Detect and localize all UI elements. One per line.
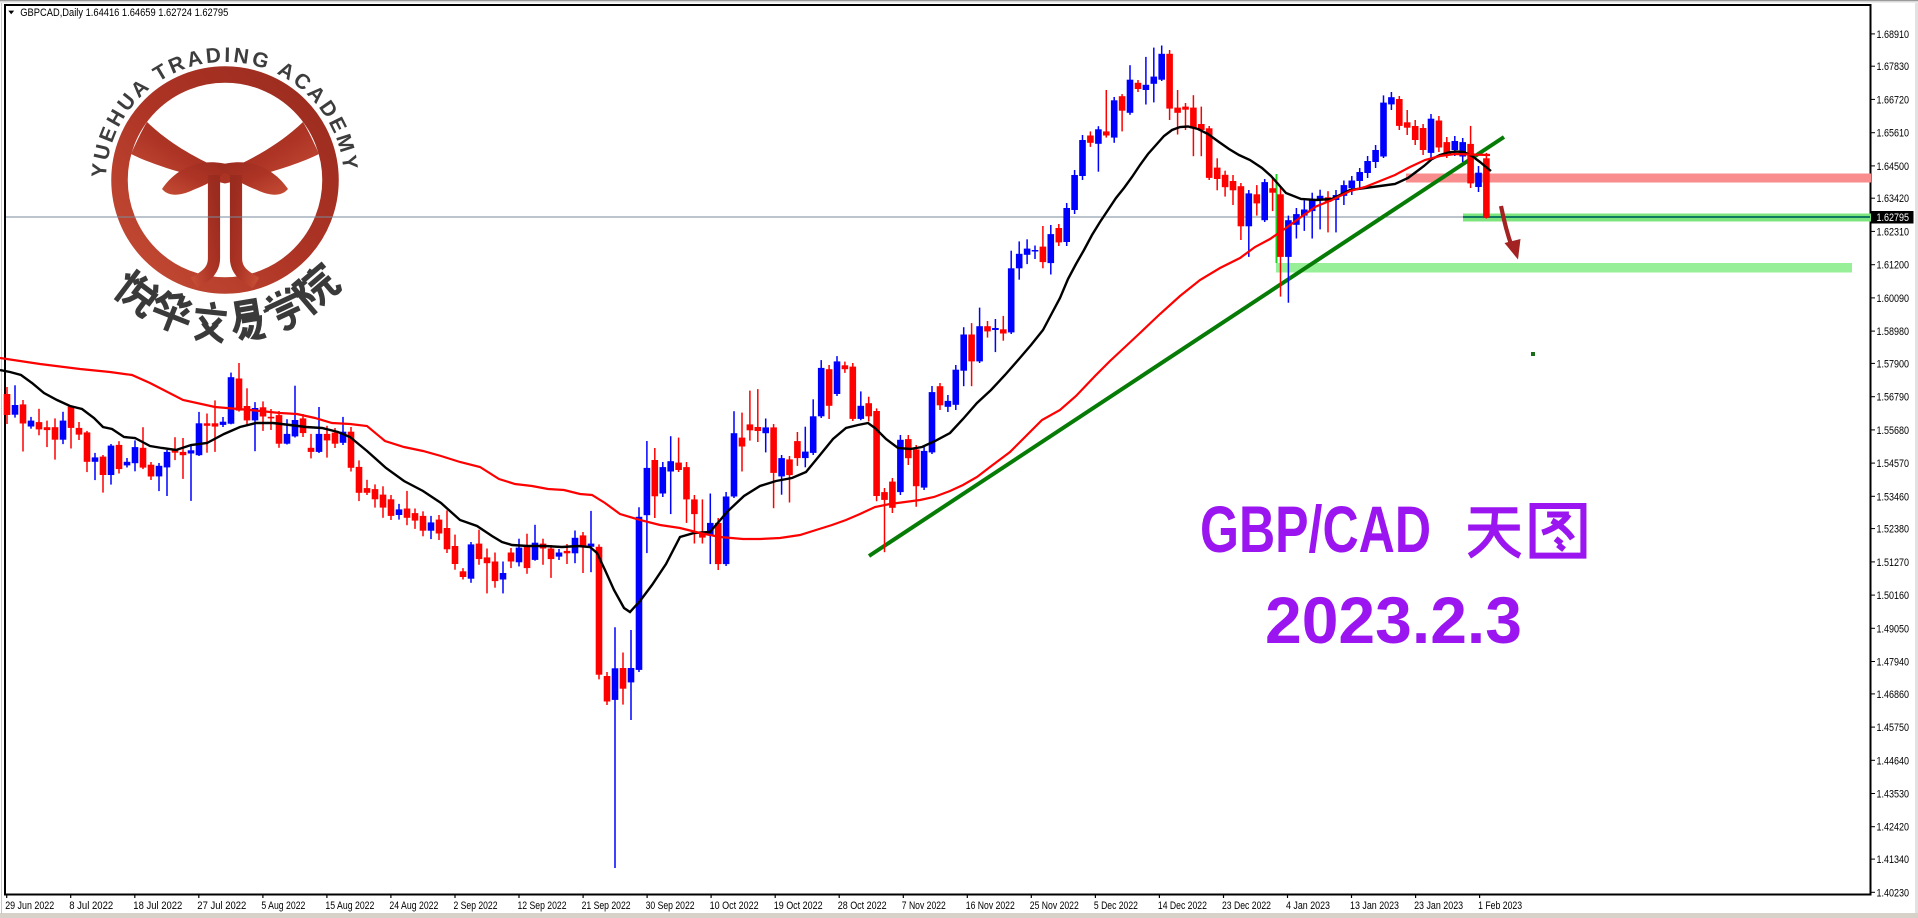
svg-text:1.42420: 1.42420 xyxy=(1877,822,1910,834)
svg-text:1.56790: 1.56790 xyxy=(1877,392,1910,404)
svg-text:1.64500: 1.64500 xyxy=(1877,161,1910,173)
svg-text:15 Aug 2022: 15 Aug 2022 xyxy=(325,900,374,912)
svg-text:1.52380: 1.52380 xyxy=(1877,524,1910,536)
svg-text:19 Oct 2022: 19 Oct 2022 xyxy=(774,900,823,912)
svg-text:1.61200: 1.61200 xyxy=(1877,260,1910,272)
svg-text:4 Jan 2023: 4 Jan 2023 xyxy=(1286,900,1330,912)
svg-text:1.58980: 1.58980 xyxy=(1877,326,1910,338)
svg-text:1.54570: 1.54570 xyxy=(1877,458,1910,470)
svg-text:21 Sep 2022: 21 Sep 2022 xyxy=(582,900,631,912)
svg-text:1.60090: 1.60090 xyxy=(1877,293,1910,305)
svg-text:23 Dec 2022: 23 Dec 2022 xyxy=(1222,900,1271,912)
svg-text:24 Aug 2022: 24 Aug 2022 xyxy=(389,900,438,912)
svg-text:25 Nov 2022: 25 Nov 2022 xyxy=(1030,900,1079,912)
svg-text:1.49050: 1.49050 xyxy=(1877,623,1910,635)
svg-text:1.62795: 1.62795 xyxy=(1877,212,1910,224)
svg-text:5 Aug 2022: 5 Aug 2022 xyxy=(261,900,305,912)
svg-text:16 Nov 2022: 16 Nov 2022 xyxy=(966,900,1015,912)
svg-text:1.41340: 1.41340 xyxy=(1877,854,1910,866)
svg-text:1.62310: 1.62310 xyxy=(1877,226,1910,238)
svg-text:1.43530: 1.43530 xyxy=(1877,789,1910,801)
svg-text:1.46860: 1.46860 xyxy=(1877,689,1910,701)
svg-text:1.53460: 1.53460 xyxy=(1877,491,1910,503)
svg-text:23 Jan 2023: 23 Jan 2023 xyxy=(1414,900,1463,912)
svg-text:1.40230: 1.40230 xyxy=(1877,887,1910,899)
svg-text:10 Oct 2022: 10 Oct 2022 xyxy=(710,900,759,912)
svg-text:1.45750: 1.45750 xyxy=(1877,722,1910,734)
svg-text:28 Oct 2022: 28 Oct 2022 xyxy=(838,900,887,912)
svg-text:29 Jun 2022: 29 Jun 2022 xyxy=(5,900,54,912)
svg-text:1.67830: 1.67830 xyxy=(1877,61,1910,73)
svg-text:1.66720: 1.66720 xyxy=(1877,94,1910,106)
svg-text:1.55680: 1.55680 xyxy=(1877,425,1910,437)
svg-text:13 Jan 2023: 13 Jan 2023 xyxy=(1350,900,1399,912)
svg-text:1.63420: 1.63420 xyxy=(1877,193,1910,205)
svg-text:2023.2.3: 2023.2.3 xyxy=(1265,583,1522,657)
svg-text:1 Feb 2023: 1 Feb 2023 xyxy=(1478,900,1522,912)
svg-text:30 Sep 2022: 30 Sep 2022 xyxy=(646,900,695,912)
svg-text:8 Jul 2022: 8 Jul 2022 xyxy=(69,900,113,912)
svg-text:1.68910: 1.68910 xyxy=(1877,29,1910,41)
svg-text:1.47940: 1.47940 xyxy=(1877,657,1910,669)
svg-text:2 Sep 2022: 2 Sep 2022 xyxy=(454,900,498,912)
svg-text:5 Dec 2022: 5 Dec 2022 xyxy=(1094,900,1138,912)
svg-text:1.50160: 1.50160 xyxy=(1877,590,1910,602)
svg-text:12 Sep 2022: 12 Sep 2022 xyxy=(518,900,567,912)
svg-text:1.65610: 1.65610 xyxy=(1877,128,1910,140)
svg-text:18 Jul 2022: 18 Jul 2022 xyxy=(133,900,182,912)
svg-text:1.51270: 1.51270 xyxy=(1877,557,1910,569)
svg-text:GBPCAD,Daily 1.64416 1.64659: GBPCAD,Daily 1.64416 1.64659 1.62724 1.6… xyxy=(20,7,228,19)
svg-text:7 Nov 2022: 7 Nov 2022 xyxy=(902,900,946,912)
svg-text:14 Dec 2022: 14 Dec 2022 xyxy=(1158,900,1207,912)
svg-text:1.44640: 1.44640 xyxy=(1877,755,1910,767)
svg-text:27 Jul 2022: 27 Jul 2022 xyxy=(197,900,246,912)
svg-text:GBP/CAD: GBP/CAD xyxy=(1200,492,1431,566)
svg-text:1.57900: 1.57900 xyxy=(1877,358,1910,370)
